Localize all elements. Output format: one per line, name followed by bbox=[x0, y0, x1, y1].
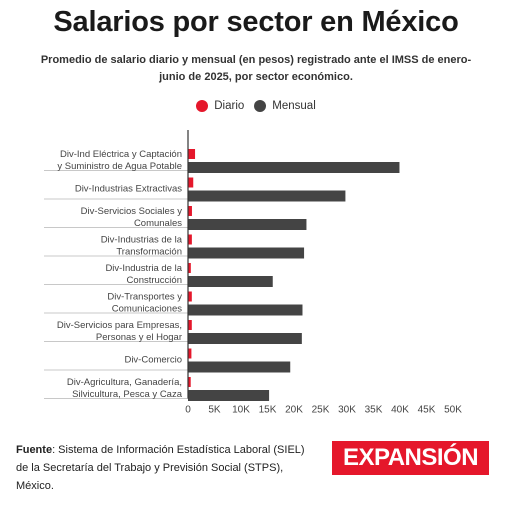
category-label: Div-Comercio bbox=[124, 355, 182, 366]
category-label: Div-Industrias Extractivas bbox=[75, 184, 182, 195]
category-label-line: Div-Ind Eléctrica y Captación bbox=[60, 149, 182, 160]
chart-title: Salarios por sector en México bbox=[53, 6, 459, 38]
bar-diario bbox=[188, 291, 192, 302]
source-label: Fuente bbox=[16, 444, 53, 456]
category-label-line: Div-Servicios para Empresas, bbox=[57, 320, 182, 331]
x-tick-label: 40K bbox=[391, 405, 409, 416]
x-tick-label: 30K bbox=[338, 405, 356, 416]
bar-mensual bbox=[188, 247, 305, 259]
x-tick-label: 45K bbox=[418, 405, 436, 416]
category-label: Div-Servicios para Empresas, Personas y e… bbox=[57, 320, 182, 343]
bar-diario bbox=[188, 377, 191, 387]
bar-diario bbox=[188, 206, 192, 216]
category-label-line: Div-Servicios Sociales y bbox=[81, 206, 183, 217]
source-note: Fuente: Sistema de Información Estadísti… bbox=[16, 441, 316, 495]
x-tick-label: 0 bbox=[185, 405, 191, 416]
category-label-line: Transformación bbox=[116, 247, 182, 258]
legend-item-mensual: Mensual bbox=[254, 100, 316, 112]
x-tick-label: 5K bbox=[208, 405, 221, 416]
bar-mensual bbox=[188, 304, 303, 316]
category-label-line: Comunales bbox=[134, 218, 182, 229]
category-label-line: Div-Industria de la bbox=[105, 263, 182, 274]
bar-mensual bbox=[188, 276, 273, 287]
x-tick-label: 10K bbox=[232, 405, 250, 416]
legend-label-mensual: Mensual bbox=[272, 100, 316, 112]
legend: Diario Mensual bbox=[0, 100, 512, 112]
x-tick-label: 20K bbox=[285, 405, 303, 416]
category-label: Div-Transportes y Comunicaciones bbox=[107, 292, 182, 315]
category-label-line: Silvicultura, Pesca y Caza bbox=[72, 389, 183, 400]
legend-item-diario: Diario bbox=[196, 100, 244, 112]
bar-mensual bbox=[188, 219, 307, 230]
bar-diario bbox=[188, 320, 192, 330]
category-label-line: Div-Comercio bbox=[124, 355, 182, 366]
category-label: Div-Agricultura, Ganadería, Silvicultura,… bbox=[67, 377, 183, 400]
logo-text: EXPANSIÓN bbox=[342, 444, 479, 471]
legend-label-diario: Diario bbox=[214, 100, 245, 112]
bar-mensual bbox=[188, 333, 302, 344]
category-label-line: Div-Industrias Extractivas bbox=[75, 184, 182, 195]
bar-mensual bbox=[188, 162, 400, 173]
bar-chart: Div-Ind Eléctrica y Captación y Suministr… bbox=[44, 130, 462, 416]
bar-diario bbox=[188, 149, 196, 159]
category-label: Div-Industrias de la Transformación bbox=[101, 235, 183, 258]
source-text: : Sistema de Información Estadística Lab… bbox=[16, 444, 305, 492]
legend-swatch-mensual bbox=[254, 100, 267, 112]
bar-diario bbox=[188, 348, 192, 359]
bar-diario bbox=[188, 234, 192, 245]
category-label-line: Div-Agricultura, Ganadería, bbox=[67, 377, 182, 388]
category-label-line: Div-Industrias de la bbox=[101, 235, 183, 246]
chart-subtitle: Promedio de salario diario y mensual (en… bbox=[40, 54, 472, 83]
category-label: Div-Servicios Sociales y Comunales bbox=[81, 206, 183, 229]
bar-diario bbox=[188, 263, 191, 273]
bar-diario bbox=[188, 177, 194, 188]
category-label: Div-Ind Eléctrica y Captación y Suministr… bbox=[57, 149, 182, 172]
category-label: Div-Industria de la Construcción bbox=[105, 263, 182, 286]
x-tick-label: 50K bbox=[444, 405, 462, 416]
category-label-line: Personas y el Hogar bbox=[96, 332, 182, 343]
expansion-logo: EXPANSIÓN bbox=[332, 441, 489, 475]
category-label-line: y Suministro de Agua Potable bbox=[57, 161, 182, 172]
category-label-line: Comunicaciones bbox=[112, 304, 182, 315]
bar-mensual bbox=[188, 190, 346, 202]
category-label-line: Construcción bbox=[127, 275, 182, 286]
category-label-line: Div-Transportes y bbox=[107, 292, 182, 303]
x-tick-label: 35K bbox=[365, 405, 383, 416]
bar-mensual bbox=[188, 390, 270, 401]
x-tick-label: 25K bbox=[312, 405, 330, 416]
bar-mensual bbox=[188, 361, 291, 373]
legend-swatch-diario bbox=[196, 100, 209, 112]
x-tick-label: 15K bbox=[259, 405, 277, 416]
